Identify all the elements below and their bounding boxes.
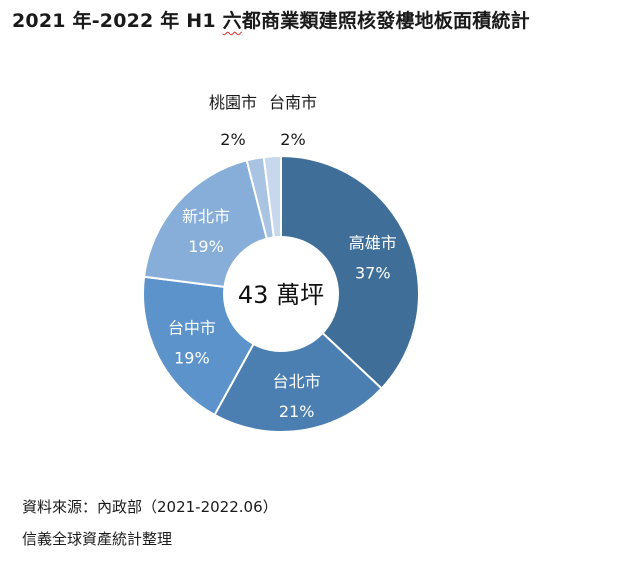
organizer-note: 信義全球資產統計整理 (22, 530, 173, 548)
slice-value-label: 37% (355, 263, 391, 282)
donut-hole (223, 236, 339, 352)
slice-name-label: 新北市 (182, 207, 230, 226)
center-total-label: 43 萬坪 (238, 281, 324, 309)
slice-name-label: 桃園市 (209, 93, 257, 112)
slice-name-label: 台北市 (273, 372, 321, 391)
title-underlined-char: 六 (222, 10, 242, 32)
slice-labels: 高雄市 37% 台北市 21% 台中市 19% 新北市 19% 桃園市 2% 台南市 2% (168, 93, 397, 421)
title-suffix: 都商業類建照核發樓地板面積統計 (241, 10, 530, 32)
donut-slice (213, 292, 384, 433)
slice-value-label: 19% (188, 237, 224, 256)
slice-value-label: 2% (280, 130, 305, 149)
slice-name-label: 台南市 (269, 93, 317, 112)
slice-value-label: 19% (174, 348, 210, 367)
chart-title: 2021 年-2022 年 H1 六都商業類建照核發樓地板面積統計 (12, 6, 530, 33)
slice-value-label: 2% (220, 130, 245, 149)
donut-slice (280, 154, 420, 390)
title-prefix: 2021 年-2022 年 H1 (12, 10, 223, 32)
source-note: 資料來源：內政部（2021-2022.06） (22, 498, 278, 516)
slice-value-label: 21% (279, 402, 315, 421)
slice-name-label: 台中市 (168, 318, 216, 337)
slice-name-label: 高雄市 (349, 233, 397, 252)
